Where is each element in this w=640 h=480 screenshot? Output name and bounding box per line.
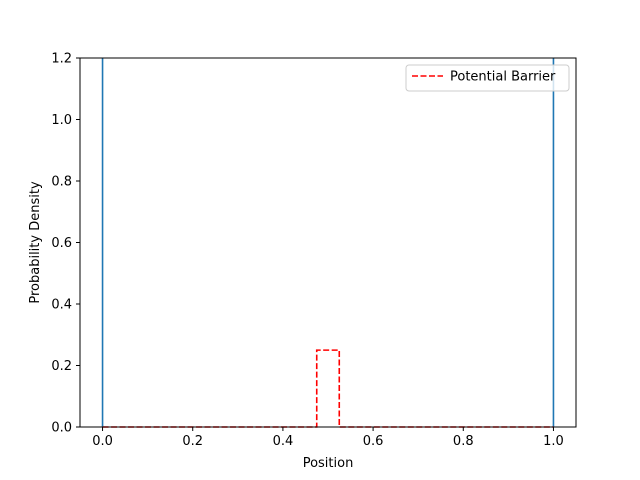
x-tick-label-4: 0.8 — [453, 434, 474, 449]
x-tick-label-5: 1.0 — [543, 434, 564, 449]
x-tick-label-3: 0.6 — [363, 434, 384, 449]
legend: Potential Barrier — [405, 64, 570, 92]
y-tick-label-5: 1.0 — [51, 113, 72, 128]
y-tick-label-3: 0.6 — [51, 236, 72, 251]
y-axis-ticks: 0.0 0.2 0.4 0.6 0.8 1.0 1.2 — [51, 52, 80, 436]
legend-label-0: Potential Barrier — [450, 70, 556, 85]
x-tick-label-1: 0.2 — [182, 434, 203, 449]
y-tick-label-0: 0.0 — [51, 421, 72, 436]
x-tick-label-0: 0.0 — [92, 434, 113, 449]
x-axis-ticks: 0.0 0.2 0.4 0.6 0.8 1.0 — [92, 427, 564, 449]
series-0 — [101, 58, 555, 427]
x-axis-label: Position — [303, 456, 354, 471]
y-tick-label-2: 0.4 — [51, 298, 72, 313]
y-tick-label-1: 0.2 — [51, 359, 72, 374]
y-tick-label-4: 0.8 — [51, 175, 72, 190]
y-tick-label-6: 1.2 — [51, 52, 72, 67]
x-tick-label-2: 0.4 — [273, 434, 294, 449]
y-axis-label: Probability Density — [28, 181, 43, 304]
legend-box — [405, 64, 570, 92]
